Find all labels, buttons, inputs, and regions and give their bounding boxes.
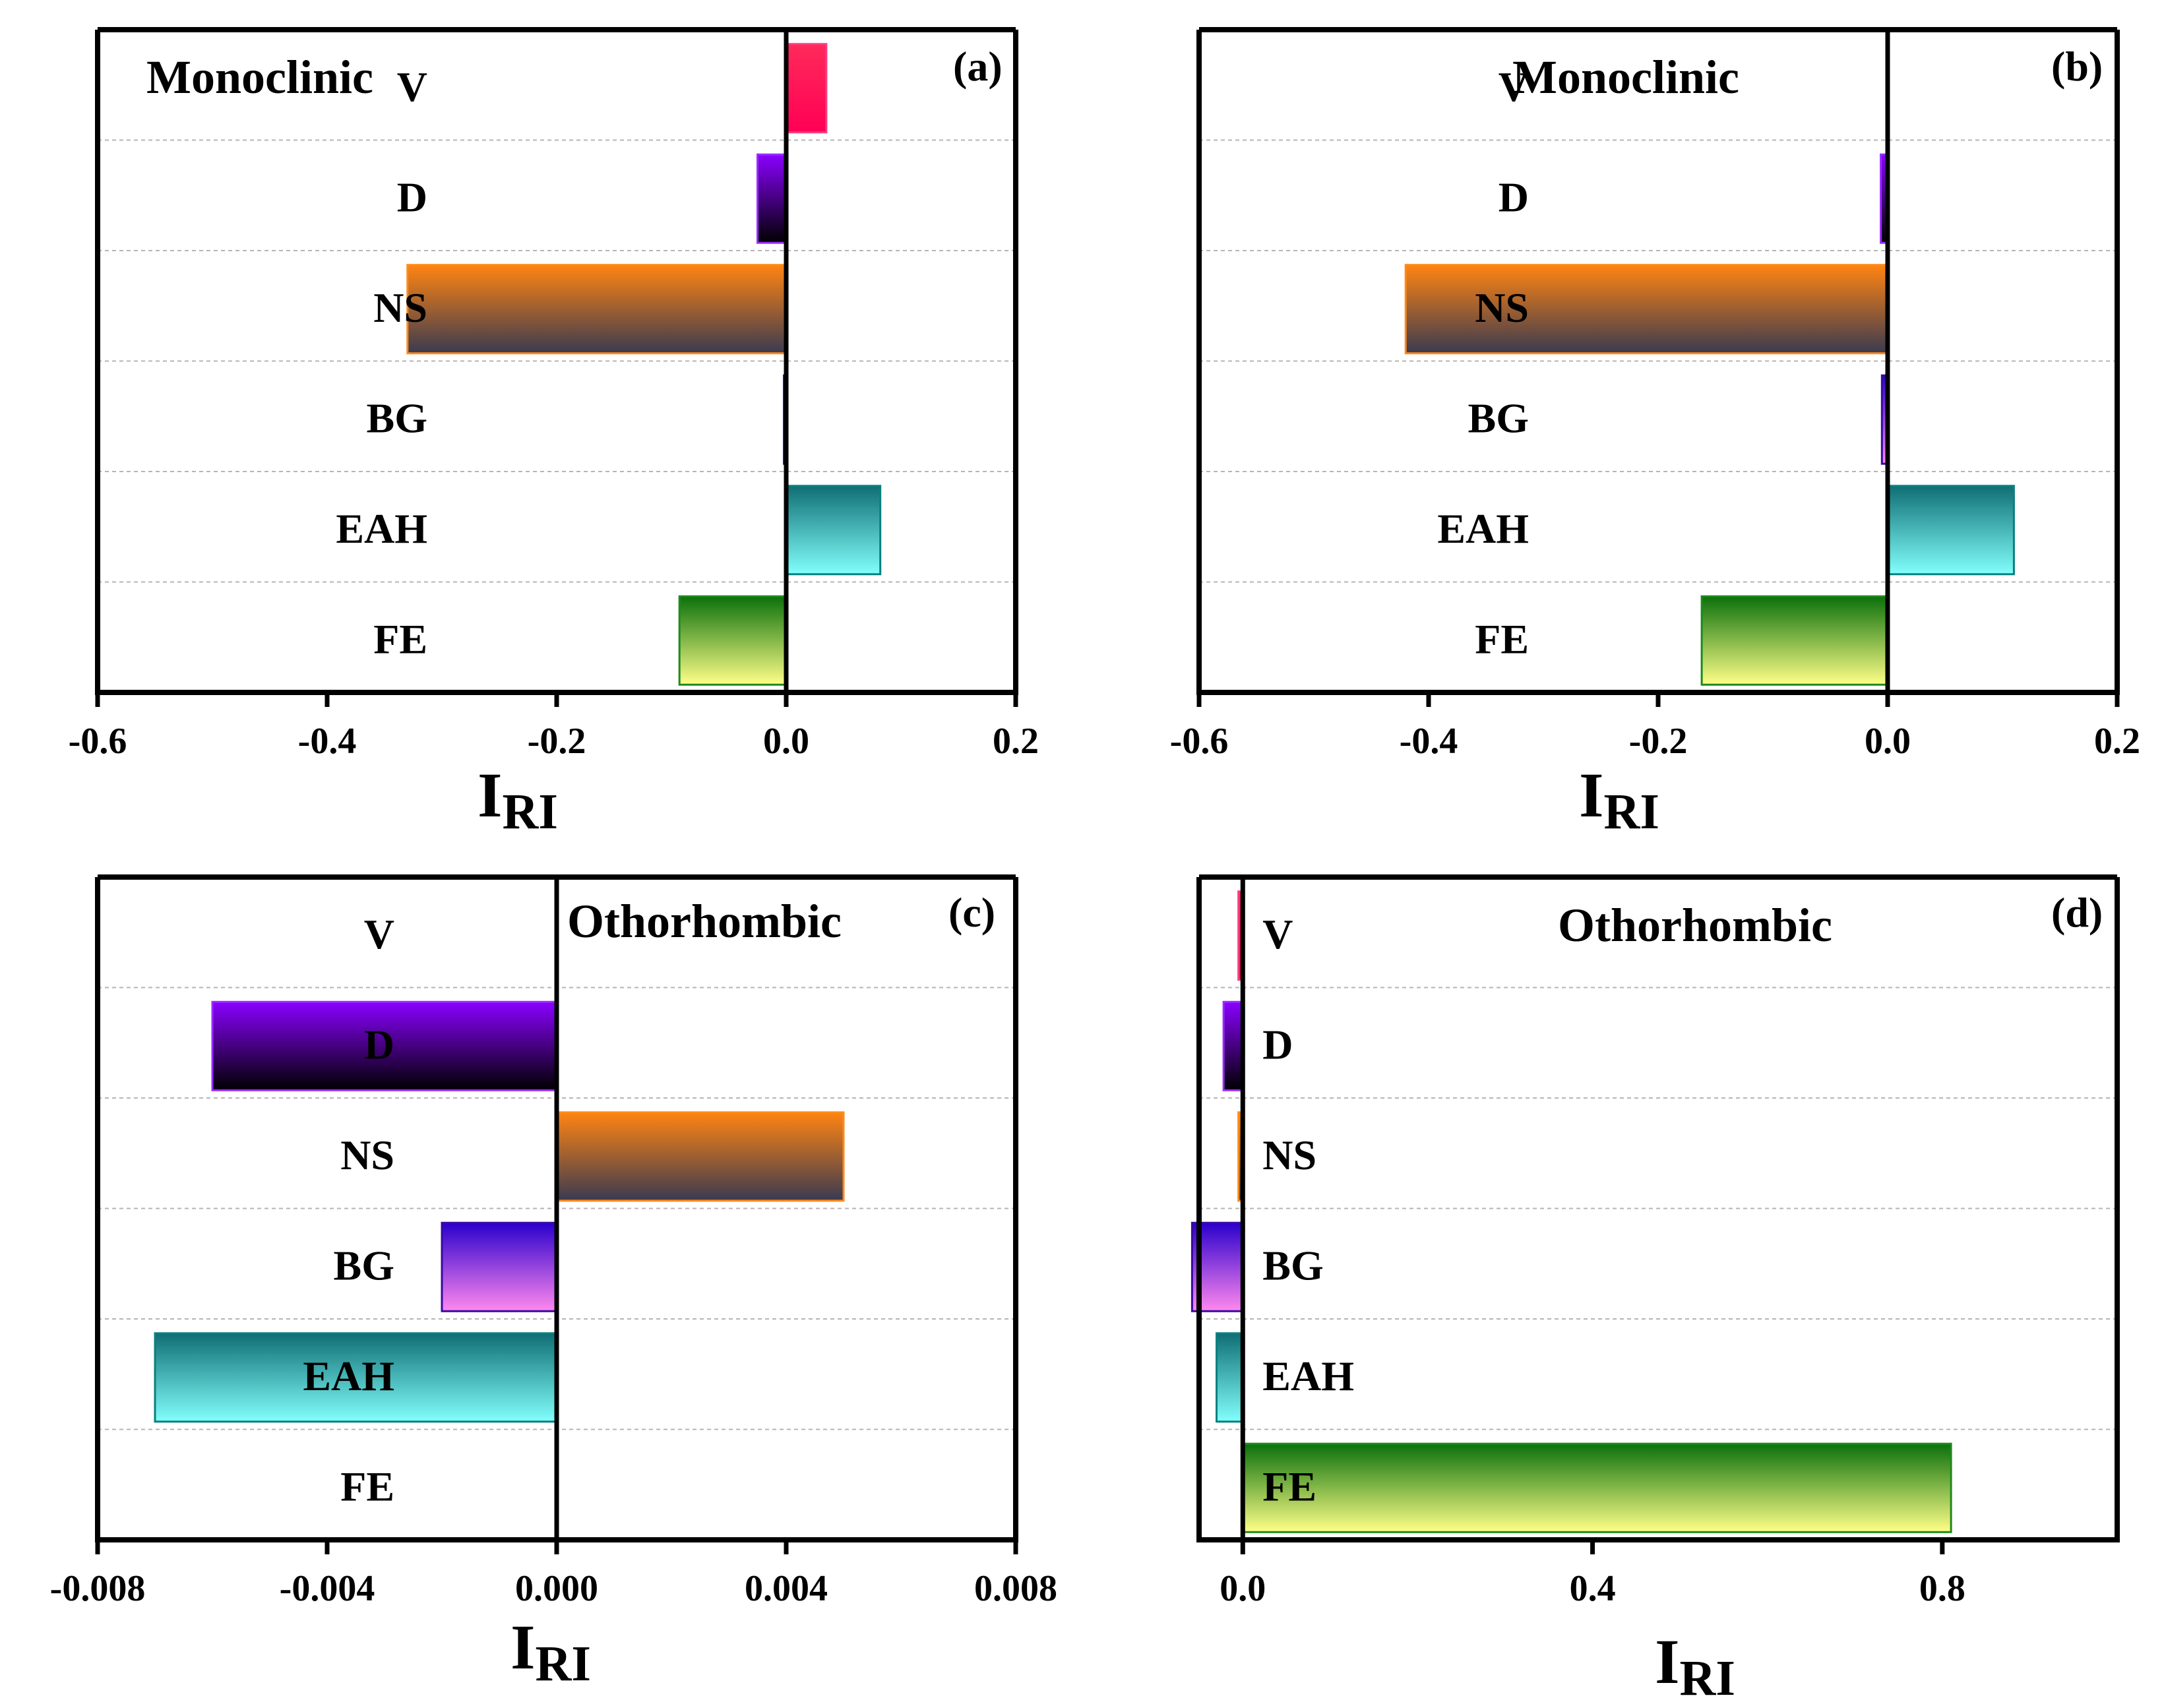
panel-a-xtick-label: 0.0 <box>763 721 809 762</box>
panel-a-category-label: BG <box>367 394 427 441</box>
panel-d-bar-fe <box>1241 1442 1952 1533</box>
panel-d-tag: (d) <box>2051 889 2103 936</box>
panel-b-category-label: V <box>1499 63 1529 110</box>
panel-d: Othorhombic (d) IRI 0.0 0.4 0.8 V D NS BG EAH FE <box>1190 874 2120 1706</box>
panel-b-bar-eah <box>1886 485 2015 576</box>
panel-d-xlabel-main: I <box>1655 1626 1679 1697</box>
panel-d-bar-d <box>1222 1000 1244 1091</box>
panel-b-bar-ns <box>1404 264 1889 355</box>
panel-d-category-label: NS <box>1262 1132 1316 1178</box>
panel-b-xtick-label: -0.6 <box>1170 721 1229 762</box>
panel-b-category-label: FE <box>1475 615 1529 662</box>
panel-d-title: Othorhombic <box>1558 899 1832 952</box>
panel-b: Monoclinic (b) IRI -0.6 -0.4 -0.2 0.0 0.2 V D N… <box>1170 27 2140 839</box>
panel-a-category-label: NS <box>373 284 427 331</box>
panel-c-xtick-label: -0.008 <box>50 1568 146 1609</box>
panel-c-category-label: NS <box>340 1132 394 1178</box>
panel-b-category-label: D <box>1499 173 1529 220</box>
panel-c-xtick-label: 0.000 <box>515 1568 598 1609</box>
panel-d-category-label: EAH <box>1262 1353 1354 1399</box>
panel-b-xtick-label: -0.2 <box>1629 721 1688 762</box>
panel-a-xtick-label: -0.4 <box>298 721 357 762</box>
panel-a-xlabel: IRI <box>478 760 558 839</box>
panel-c-bar-eah <box>154 1332 558 1423</box>
panel-a-bar-fe <box>678 595 788 686</box>
panel-b-plot: -0.6 -0.4 -0.2 0.0 0.2 V D NS BG EAH FE <box>1170 27 2140 762</box>
panel-c-bar-d <box>211 1000 558 1091</box>
panel-a-plot: -0.6 -0.4 -0.2 0.0 0.2 V D NS BG EAH FE <box>69 27 1039 762</box>
panel-d-xtick-label: 0.0 <box>1220 1568 1266 1609</box>
panel-b-xtick-label: -0.4 <box>1400 721 1458 762</box>
panel-c-tag: (c) <box>948 889 995 936</box>
panel-d-category-label: D <box>1262 1021 1293 1068</box>
panel-d-bar-eah <box>1216 1332 1244 1423</box>
panel-c-bar-bg <box>441 1221 558 1312</box>
panel-a-xtick-label: -0.2 <box>528 721 586 762</box>
panel-c-xlabel-main: I <box>510 1612 535 1682</box>
panel-b-category-label: NS <box>1475 284 1529 331</box>
panel-b-xlabel-main: I <box>1579 760 1603 830</box>
panel-a-xtick-label: 0.2 <box>993 721 1039 762</box>
panel-a-tag: (a) <box>953 43 1003 90</box>
panel-d-xlabel-sub: RI <box>1679 1651 1735 1706</box>
panel-c-xlabel-sub: RI <box>535 1636 590 1692</box>
panel-a-bar-eah <box>785 485 882 576</box>
panel-c-category-label: BG <box>334 1242 394 1289</box>
panel-c-category-label: D <box>364 1021 394 1068</box>
panel-a-category-label: D <box>397 173 427 220</box>
panel-b-xlabel: IRI <box>1579 760 1659 839</box>
panel-c-plot: -0.008 -0.004 0.000 0.004 0.008 V D NS BG EAH FE <box>50 874 1057 1609</box>
panel-b-xtick-label: 0.0 <box>1865 721 1911 762</box>
panel-c-category-label: FE <box>340 1463 394 1510</box>
panel-a-bar-d <box>757 153 788 244</box>
panel-b-tag: (b) <box>2051 43 2103 90</box>
panel-b-title: Monoclinic <box>1512 51 1739 104</box>
panel-a: Monoclinic (a) IRI -0.6 -0.4 -0.2 0.0 0.2 V D N… <box>69 27 1039 839</box>
panel-c-xtick-label: -0.004 <box>280 1568 375 1609</box>
panel-a-bar-ns <box>406 264 788 355</box>
panel-c-xtick-label: 0.004 <box>745 1568 828 1609</box>
panel-a-category-label: EAH <box>336 505 427 552</box>
panel-c-xlabel: IRI <box>510 1612 591 1692</box>
panel-c-category-label: EAH <box>303 1353 394 1399</box>
panel-a-xtick-label: -0.6 <box>69 721 127 762</box>
panel-b-xlabel-sub: RI <box>1603 784 1659 839</box>
panel-c-category-label: V <box>364 911 394 958</box>
panel-b-category-label: BG <box>1468 394 1529 441</box>
panel-d-frame <box>1196 874 2120 1542</box>
panel-b-xtick-label: 0.2 <box>2094 721 2140 762</box>
panel-d-category-label: V <box>1262 911 1293 958</box>
panel-c-xtick-label: 0.008 <box>974 1568 1057 1609</box>
panel-b-bar-fe <box>1700 595 1889 686</box>
panel-c-title: Othorhombic <box>567 895 842 948</box>
panel-d-plot: 0.0 0.4 0.8 V D NS BG EAH FE <box>1190 874 2120 1609</box>
panel-a-title: Monoclinic <box>146 51 373 104</box>
panel-b-category-label: EAH <box>1437 505 1529 552</box>
panel-d-category-label: BG <box>1262 1242 1323 1289</box>
panel-d-xtick-label: 0.4 <box>1570 1568 1616 1609</box>
panel-a-category-label: V <box>397 63 427 110</box>
panel-a-xlabel-main: I <box>478 760 502 830</box>
panel-c: Othorhombic (c) IRI -0.008 -0.004 0.000 0.0… <box>50 874 1057 1692</box>
panel-d-category-label: FE <box>1262 1463 1316 1510</box>
panel-a-bar-v <box>785 43 828 134</box>
panel-a-category-label: FE <box>373 615 427 662</box>
panel-d-xtick-label: 0.8 <box>1919 1568 1965 1609</box>
panel-c-bar-ns <box>555 1111 845 1202</box>
panel-d-xlabel: IRI <box>1655 1626 1735 1706</box>
panel-a-xlabel-sub: RI <box>502 784 557 839</box>
